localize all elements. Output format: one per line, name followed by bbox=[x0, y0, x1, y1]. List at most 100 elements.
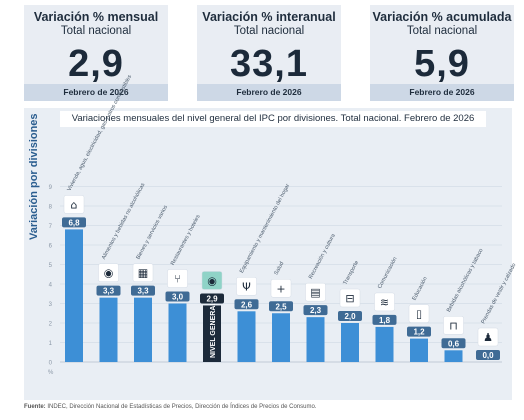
y-tick-label: 1 bbox=[49, 341, 53, 347]
bar bbox=[410, 338, 428, 362]
data-label: 0,6 bbox=[448, 339, 460, 348]
goods-icon-glyph: ▦ bbox=[138, 267, 148, 280]
utensils-icon bbox=[236, 277, 257, 296]
category-label: Comunicación bbox=[377, 256, 399, 290]
shirt-icon bbox=[477, 327, 499, 347]
car-icon-glyph: ⊟ bbox=[345, 292, 354, 305]
bottle-icon bbox=[443, 316, 464, 335]
category-label: Recreación y cultura bbox=[308, 232, 337, 280]
data-label: 1,2 bbox=[413, 328, 425, 337]
category-label: Educación bbox=[411, 276, 428, 301]
data-label-bg bbox=[372, 314, 397, 325]
bar bbox=[444, 350, 463, 362]
health-plus-icon bbox=[270, 279, 292, 298]
bottle-icon-glyph: ⊓ bbox=[449, 319, 458, 332]
kpi-subtitle: Total nacional bbox=[233, 25, 305, 37]
data-label-bg bbox=[96, 285, 121, 296]
groceries-icon bbox=[98, 263, 119, 282]
y-tick-label: 4 bbox=[49, 283, 53, 289]
data-label-bg bbox=[234, 299, 259, 310]
kpi-date: Febrero de 2026 bbox=[24, 84, 168, 101]
goods-icon bbox=[132, 263, 154, 282]
groceries-icon-glyph: ◉ bbox=[104, 267, 114, 280]
y-tick-label: 5 bbox=[49, 263, 53, 269]
house-icon bbox=[63, 195, 85, 214]
data-label-bg bbox=[338, 311, 362, 321]
bar-highlight bbox=[203, 305, 221, 362]
data-label-bg bbox=[62, 217, 86, 228]
category-label: Prendas de vestir y calzado bbox=[480, 262, 517, 324]
wifi-icon-glyph: ≋ bbox=[380, 296, 389, 309]
bar bbox=[341, 323, 359, 362]
data-label: 3,3 bbox=[137, 287, 149, 296]
bar bbox=[237, 311, 256, 362]
y-tick-label: 9 bbox=[49, 185, 53, 191]
category-label: Equipamiento y mantenimiento del hogar bbox=[239, 183, 291, 274]
data-label-bg bbox=[441, 338, 466, 349]
y-unit-label: % bbox=[48, 370, 54, 376]
health-plus-icon-glyph: + bbox=[276, 282, 285, 295]
data-label-bg bbox=[303, 305, 328, 316]
basket-icon-glyph: ◉ bbox=[207, 274, 217, 287]
bar bbox=[306, 317, 325, 362]
kpi-subtitle: Total nacional bbox=[60, 25, 132, 37]
bar bbox=[168, 303, 187, 362]
y-tick-label: 8 bbox=[49, 205, 53, 211]
data-label-bg bbox=[165, 291, 190, 302]
category-label: Restaurantes y hoteles bbox=[170, 214, 202, 267]
category-label: NIVEL GENERAL bbox=[210, 301, 217, 358]
category-label: Bienes y servicios varios bbox=[135, 204, 169, 260]
kpi-title: Variación % acumulada bbox=[372, 10, 512, 24]
recreation-icon-glyph: ▤ bbox=[310, 286, 320, 299]
bar bbox=[272, 313, 290, 362]
bar bbox=[375, 326, 394, 362]
data-label-bg bbox=[131, 285, 155, 296]
source-note: Fuente: INDEC, Dirección Nacional de Est… bbox=[24, 404, 316, 410]
kpi-title: Variación % interanual bbox=[202, 10, 336, 24]
data-label-bg bbox=[200, 293, 224, 304]
bar bbox=[99, 297, 118, 362]
house-icon-glyph: ⌂ bbox=[71, 198, 78, 211]
car-icon bbox=[339, 288, 361, 308]
data-label: 2,9 bbox=[206, 294, 218, 303]
data-label: 2,6 bbox=[241, 300, 253, 309]
y-tick-label: 7 bbox=[49, 224, 53, 230]
bar bbox=[65, 229, 83, 362]
recreation-icon bbox=[305, 282, 326, 302]
chart-title: Variaciones mensuales del nivel general … bbox=[60, 111, 486, 127]
kpi-date: Febrero de 2026 bbox=[370, 84, 514, 101]
bar bbox=[134, 297, 152, 362]
data-label: 1,8 bbox=[379, 316, 391, 325]
data-label: 2,3 bbox=[310, 306, 322, 315]
y-tick-label: 6 bbox=[49, 244, 53, 250]
category-label: Vivienda, agua, electricidad, gas y otro… bbox=[66, 74, 133, 192]
wifi-icon bbox=[374, 292, 395, 312]
data-label-bg bbox=[476, 350, 500, 360]
kpi-card-interanual: Variación % interanual Total nacional 33… bbox=[197, 5, 341, 101]
book-icon-glyph: ▯ bbox=[416, 308, 422, 321]
book-icon bbox=[408, 304, 430, 323]
kpi-value: 2,9 bbox=[68, 43, 124, 85]
kpi-value: 33,1 bbox=[230, 43, 308, 85]
category-label: Transporte bbox=[342, 260, 360, 286]
data-label-bg bbox=[269, 301, 293, 312]
restaurant-icon bbox=[167, 269, 188, 288]
shirt-icon-glyph: ♟ bbox=[483, 331, 493, 344]
kpi-title: Variación % mensual bbox=[33, 10, 159, 24]
data-label-bg bbox=[407, 326, 431, 337]
restaurant-icon-glyph: ⑂ bbox=[174, 273, 181, 286]
y-tick-label: 0 bbox=[49, 361, 53, 367]
data-label: 6,8 bbox=[68, 218, 80, 227]
data-label: 2,5 bbox=[275, 302, 287, 311]
source-text: INDEC, Dirección Nacional de Estadística… bbox=[45, 404, 317, 410]
kpi-date: Febrero de 2026 bbox=[197, 84, 341, 101]
category-label: Salud bbox=[273, 261, 285, 276]
kpi-card-mensual: Variación % mensual Total nacional 2,9 F… bbox=[24, 5, 168, 101]
kpi-card-acumulada: Variación % acumulada Total nacional 5,9… bbox=[370, 5, 514, 101]
data-label: 0,0 bbox=[482, 351, 494, 360]
kpi-value: 5,9 bbox=[414, 43, 470, 85]
y-tick-label: 2 bbox=[49, 322, 53, 328]
data-label: 3,3 bbox=[103, 287, 115, 296]
y-tick-label: 3 bbox=[49, 302, 53, 308]
